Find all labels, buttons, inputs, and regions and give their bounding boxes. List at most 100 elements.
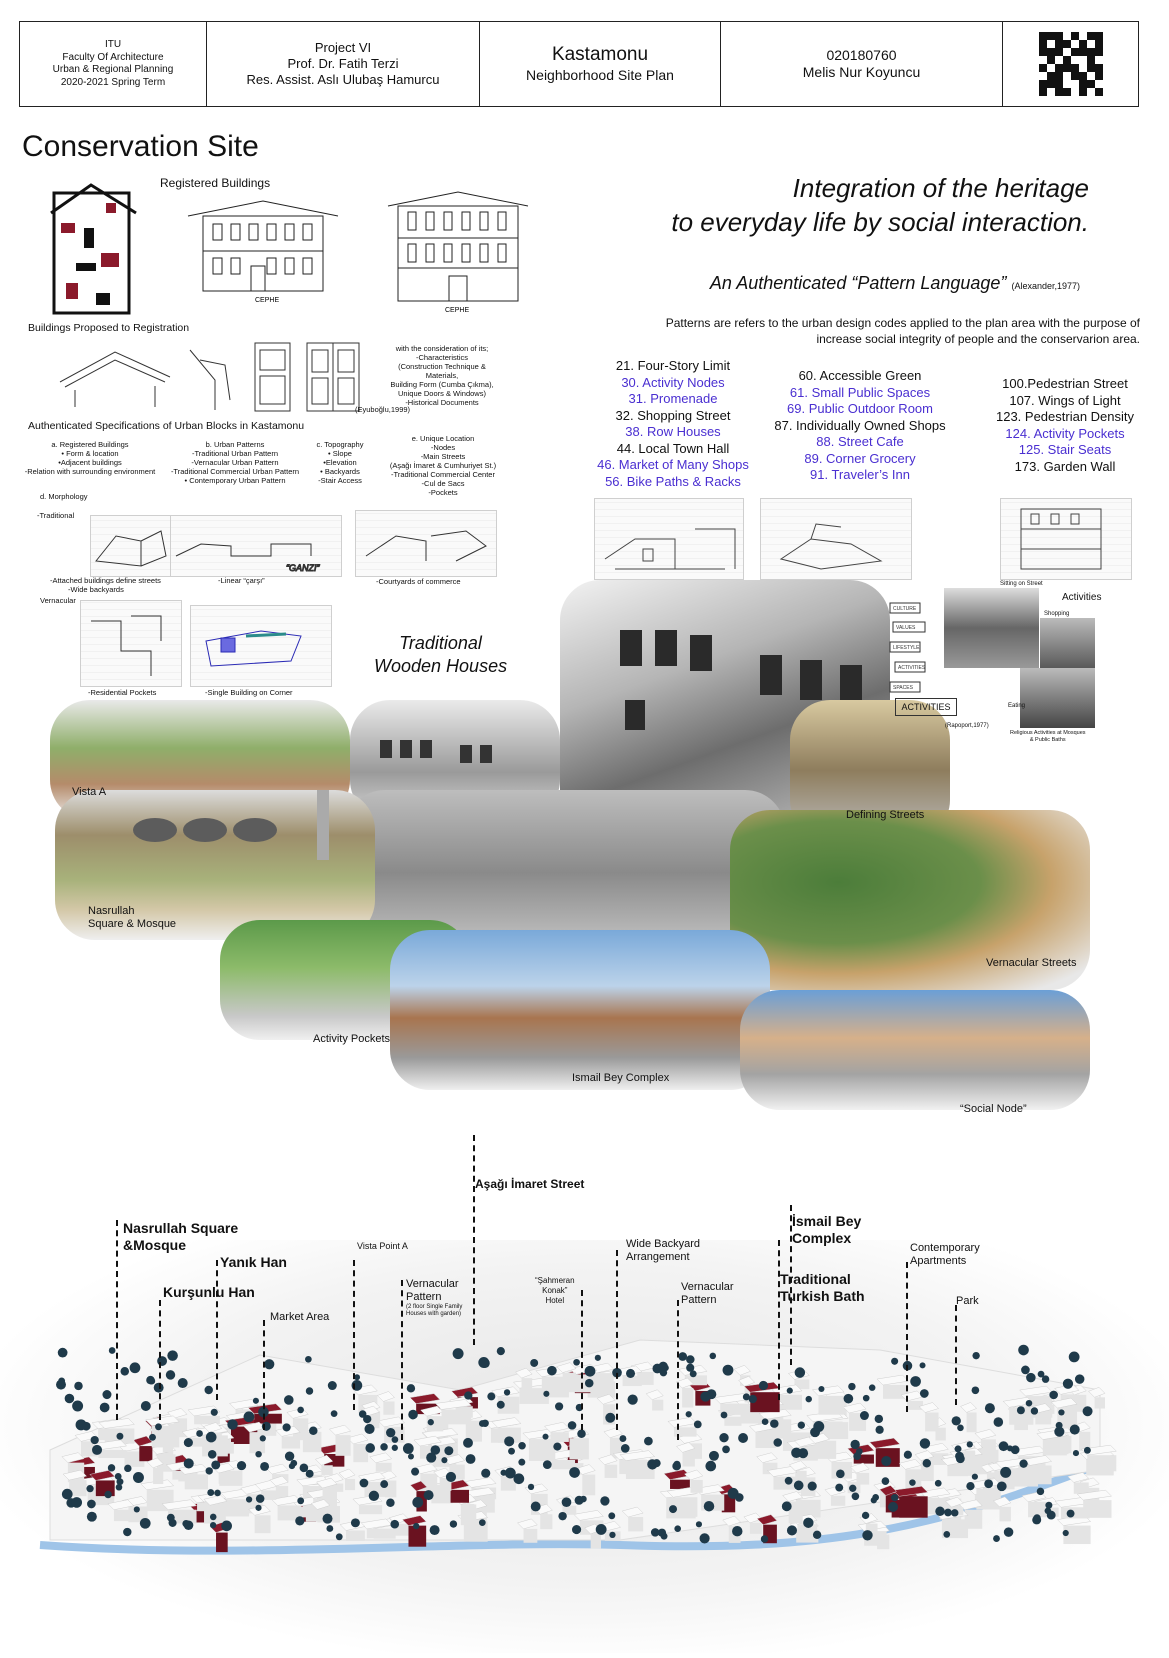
callout-line [581,1290,583,1430]
spec-line: -Main Streets [420,452,466,461]
morphology-sketch [355,510,497,577]
callout-line [790,1205,792,1365]
pattern-item: 44. Local Town Hall [616,440,730,456]
spec-line: •Elevation [323,458,357,467]
pattern-language-title: An Authenticated “Pattern Language” (Ale… [710,273,1080,294]
pattern-item: 31. Promenade [628,391,718,406]
rapoport-citation: (Rapoport,1977) [945,723,989,729]
callout-line-text: “Şahmeran [535,1276,575,1285]
callout-line-text: Konak” [542,1286,568,1295]
qr-code-icon[interactable] [1038,32,1103,96]
ganzi-text: “GANZI” [286,563,320,573]
specs-title: Authenticated Specifications of Urban Bl… [28,420,305,432]
school-cell: ITU Faculty Of Architecture Urban & Regi… [20,22,207,106]
building-elevation: CEPHE [383,188,533,318]
school-line: Urban & Regional Planning [52,64,174,75]
door-sketch [250,338,295,416]
pattern-title-text: An Authenticated “Pattern Language” [709,273,1007,293]
pattern-item: 123. Pedestrian Density [995,409,1135,424]
pattern-citation: (Alexander,1977) [1011,281,1080,291]
callout-line [159,1300,161,1420]
single-building-label: -Single Building on Corner [205,688,293,697]
callout-line [216,1260,218,1400]
morphology-sketch: “GANZI” [170,515,342,577]
vernacular-label: Vernacular [40,596,76,605]
spec-line: -Traditional Urban Pattern [191,449,278,458]
callout-line-text: Complex [792,1230,852,1246]
pattern-item: 60. Accessible Green [798,368,922,383]
pattern-sketch [594,498,744,580]
courtyards-label: -Courtyards of commerce [376,577,461,586]
traditional-houses-label: Traditional Wooden Houses [374,632,507,678]
sketch-word: CULTURE [893,606,917,612]
callout-vernacular1: Vernacular Pattern (2 floor Single Famil… [406,1278,462,1318]
callout-sahmeran: “Şahmeran Konak” Hotel [535,1276,575,1306]
collage-image [46,183,141,323]
callout-wide-backyard: Wide Backyard Arrangement [626,1238,700,1264]
consideration-line: -Historical Documents [405,398,479,407]
project-cell: Project VI Prof. Dr. Fatih Terzi Res. As… [207,22,480,106]
callout-line-text: Wide Backyard [626,1238,700,1250]
callout-nasrullah: Nasrullah Square &Mosque [123,1220,238,1254]
pattern-item: 88. Street Cafe [816,434,904,449]
consideration-note: with the consideration of its; -Characte… [382,344,502,407]
defining-streets-label: Defining Streets [846,809,925,821]
spec-a: a. Registered Buildings • Form & locatio… [20,440,160,476]
attached-label: -Attached buildings define streets -Wide… [50,576,161,594]
school-line: Faculty Of Architecture [62,51,164,63]
consideration-line: with the consideration of its; [395,344,489,353]
spec-line: a. Registered Buildings [51,440,129,449]
attached-line: -Wide backyards [68,585,124,594]
callout-line [906,1262,908,1412]
spec-line: -Vernacular Urban Pattern [191,458,279,467]
registered-buildings-label: Registered Buildings [160,176,271,190]
activity-photo [944,588,1039,668]
activities-sketch-box: ACTIVITIES [895,698,957,716]
spec-c: c. Topography • Slope •Elevation • Backy… [310,440,370,485]
sketch-word: SPACES [893,685,914,691]
building-elevation: CEPHE [183,196,343,306]
pattern-item: 125. Stair Seats [1018,442,1112,457]
activities-sketch: CULTURE VALUES LIFESTYLE ACTIVITIES SPAC… [885,598,945,718]
callout-contemporary: Contemporary Apartments [910,1242,980,1268]
pattern-item: 124. Activity Pockets [1005,425,1125,441]
callout-kursunlu: Kurşunlu Han [163,1284,255,1300]
pattern-description: Patterns are refers to the urban design … [665,316,1140,346]
traditional-houses-line: Traditional [399,633,482,653]
pattern-item: 30. Activity Nodes [621,374,725,390]
spec-line: •Adjacent buildings [58,458,122,467]
student-id: 020180760 [826,46,897,63]
spec-e: e. Unique Location -Nodes -Main Streets … [378,434,508,497]
headline: Integration of the heritage to everyday … [489,172,1089,240]
consideration-line: -Characteristics [415,353,469,362]
qr-cell [1003,22,1138,106]
vernacular-streets-label: Vernacular Streets [986,957,1077,969]
spec-line: -Pockets [428,488,458,497]
spec-line: • Form & location [61,449,119,458]
pattern-item: 91. Traveler’s Inn [810,467,910,482]
pattern-column-2: 60. Accessible Green 61. Small Public Spa… [765,368,955,484]
callout-park: Park [956,1295,979,1307]
student-cell: 020180760 Melis Nur Koyuncu [721,22,1003,106]
eating-label: Eating [1008,703,1026,709]
callout-line-text: Pattern [681,1294,717,1306]
pattern-sketch [760,498,912,580]
callout-line [616,1250,618,1430]
callout-line-text: Vernacular [681,1281,734,1293]
spec-b: b. Urban Patterns -Traditional Urban Pat… [165,440,305,485]
project-line: Res. Assist. Aslı Ulubaş Hamurcu [246,72,440,88]
activity-photo [1040,618,1095,670]
social-node-label: “Social Node” [960,1103,1027,1115]
spec-line: b. Urban Patterns [205,440,265,449]
pattern-column-1: 21. Four-Story Limit 30. Activity Nodes 31… [588,358,758,490]
ismail-bey-label: Ismail Bey Complex [572,1072,670,1084]
eyuboglu-citation: (Eyuboğlu,1999) [355,405,411,414]
nasrullah-mosque-photo [55,710,375,940]
religious-line: Religious Activities at Mosques [1010,730,1086,736]
callout-line-text: Hotel [545,1296,565,1305]
sitting-label: Sitting on Street [1000,581,1043,587]
callout-line-text: (2 floor Single Family [406,1304,463,1310]
social-node-photo [740,990,1090,1110]
traditional-label: -Traditional [37,511,75,520]
activities-label: Activities [1062,592,1102,603]
